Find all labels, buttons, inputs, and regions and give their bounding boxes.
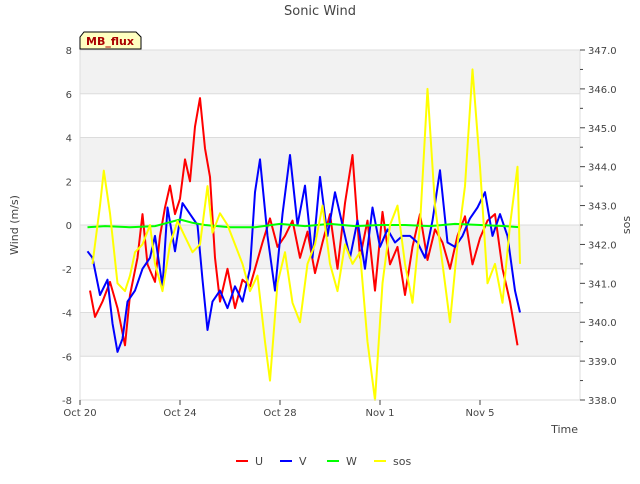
chart-title: Sonic Wind — [284, 4, 356, 19]
y2-axis-title: sos — [620, 216, 633, 234]
series-layer — [86, 68, 521, 401]
y-tick-label: 2 — [66, 177, 72, 188]
y2-tick-label: 338.0 — [588, 396, 617, 407]
legend-label-w: W — [346, 455, 357, 468]
y-axis-right: 338.0 339.0 340.0 341.0 342.0 343.0 344.0 345.0… — [580, 46, 617, 407]
annotation-label: MB_flux — [86, 35, 134, 48]
y2-tick-label: 340.0 — [588, 318, 617, 329]
y-tick-label: -6 — [62, 352, 72, 363]
series-line-v — [86, 154, 521, 353]
y2-tick-label: 347.0 — [588, 46, 617, 57]
plot-bands — [80, 50, 580, 357]
y-tick-label: 8 — [66, 46, 72, 57]
y-tick-label: 0 — [66, 221, 72, 232]
x-tick-label: Oct 28 — [263, 408, 296, 419]
y-tick-label: -2 — [62, 265, 72, 276]
y2-tick-label: 345.0 — [588, 124, 617, 135]
y-tick-label: 4 — [66, 134, 72, 145]
series-line-w — [87, 218, 521, 229]
series-line-sos — [91, 68, 521, 401]
x-tick-label: Oct 20 — [63, 408, 96, 419]
y2-tick-label: 346.0 — [588, 85, 617, 96]
y-tick-label: 6 — [66, 90, 72, 101]
x-tick-label: Nov 5 — [465, 408, 494, 419]
y-tick-label: -8 — [62, 396, 72, 407]
y2-tick-label: 343.0 — [588, 202, 617, 213]
annotation-box: MB_flux — [79, 31, 142, 50]
x-tick-label: Nov 1 — [365, 408, 394, 419]
y-axis-title: Wind (m/s) — [8, 195, 21, 255]
plot-band — [80, 312, 580, 357]
y-tick-label: -4 — [62, 309, 72, 320]
x-axis: Oct 20 Oct 24 Oct 28 Nov 1 Nov 5 — [63, 400, 495, 419]
x-tick-label: Oct 24 — [163, 408, 196, 419]
plot-band — [80, 50, 580, 94]
y2-tick-label: 342.0 — [588, 240, 617, 251]
y2-tick-label: 344.0 — [588, 163, 617, 174]
x-axis-title: Time — [550, 423, 578, 436]
legend-label-sos: sos — [393, 455, 411, 468]
y2-tick-label: 341.0 — [588, 279, 617, 290]
legend-label-v: V — [299, 455, 307, 468]
legend-label-u: U — [255, 455, 263, 468]
plot-band — [80, 137, 580, 182]
y-axis-left: -8 -6 -4 -2 0 2 4 6 8 — [62, 46, 72, 407]
y2-tick-label: 339.0 — [588, 357, 617, 368]
